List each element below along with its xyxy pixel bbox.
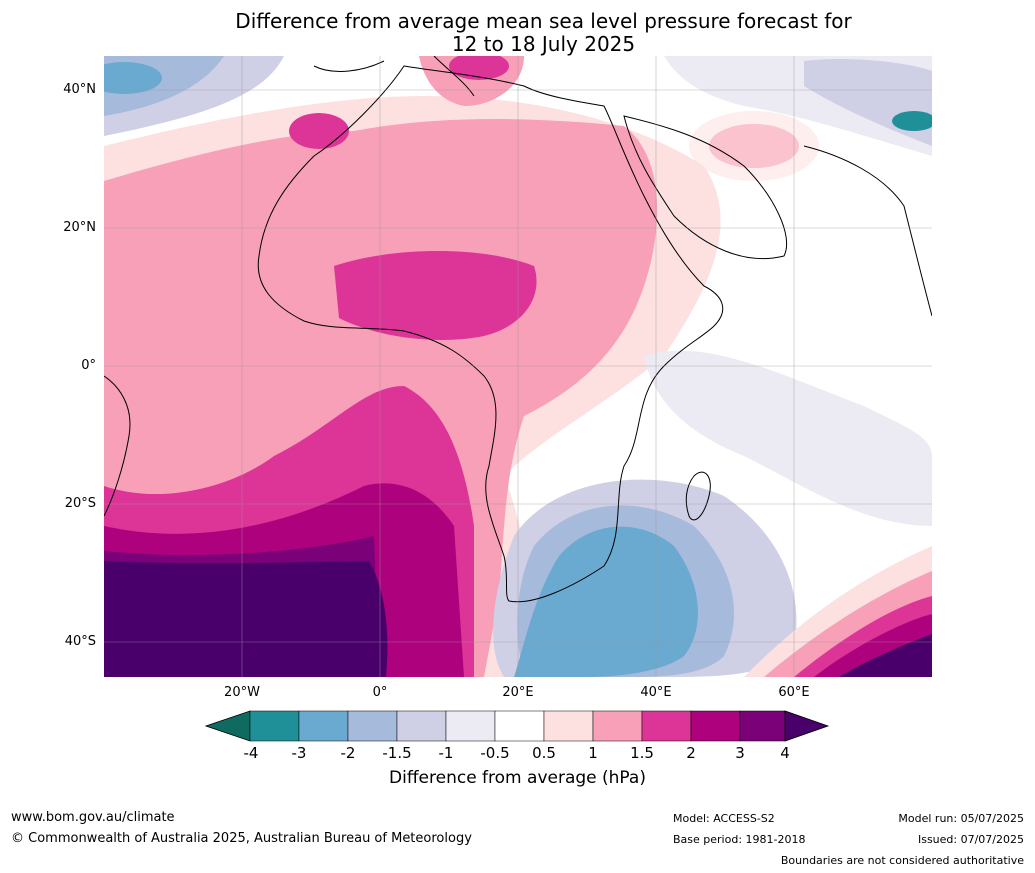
lon-label-60e: 60°E <box>778 685 810 700</box>
anomaly-region-south-africa-neg3 <box>514 526 698 677</box>
colorbar-swatch-n4-n3 <box>249 710 300 742</box>
footer-website: www.bom.gov.au/climate <box>11 810 175 825</box>
coastline-madagascar <box>685 471 711 521</box>
colorbar-tick-p15: 1.5 <box>630 744 654 762</box>
colorbar-tick-p3: 3 <box>735 744 745 762</box>
coastline-africa <box>257 65 724 603</box>
colorbar-swatch-p05-p1 <box>543 710 594 742</box>
lat-label-0: 0° <box>81 358 96 373</box>
colorbar-extend-max <box>784 710 830 742</box>
colorbar-tick-n05: -0.5 <box>480 744 510 762</box>
footer-model: Model: ACCESS-S2 <box>673 812 775 825</box>
colorbar-tick-n1: -1 <box>438 744 454 762</box>
lat-label-20s: 20°S <box>64 496 96 511</box>
anomaly-blob-nw <box>289 113 349 149</box>
colorbar-tick-n3: -3 <box>291 744 307 762</box>
colorbar-swatch-p15-p2 <box>641 710 692 742</box>
lon-label-20e: 20°E <box>502 685 534 700</box>
lat-label-20n: 20°N <box>63 220 96 235</box>
colorbar-tick-p4: 4 <box>780 744 790 762</box>
coastline-south-america <box>104 375 131 517</box>
footer-model-run: Model run: 05/07/2025 <box>898 812 1024 825</box>
colorbar-swatch-n1-n05 <box>445 710 496 742</box>
anomaly-region-dark-purple <box>104 561 388 677</box>
lon-label-40e: 40°E <box>640 685 672 700</box>
anomaly-blob-asia <box>892 111 932 131</box>
footer-issued: Issued: 07/07/2025 <box>917 833 1024 846</box>
colorbar-swatch-n3-n2 <box>298 710 349 742</box>
map-title-line2: 12 to 18 July 2025 <box>451 32 636 56</box>
anomaly-region-magenta-africa <box>334 251 537 340</box>
anomaly-region-se-pos5 <box>839 634 932 677</box>
colorbar-swatch-n2-n15 <box>347 710 398 742</box>
anomaly-blob-italy <box>449 56 509 80</box>
colorbar-swatch-p3-p4 <box>739 710 786 742</box>
colorbar-label: Difference from average (hPa) <box>389 768 646 788</box>
footer-copyright: © Commonwealth of Australia 2025, Austra… <box>11 831 472 846</box>
colorbar-swatch-neutral <box>494 710 545 742</box>
colorbar-extend-min <box>205 710 251 742</box>
lat-label-40n: 40°N <box>63 82 96 97</box>
colorbar-tick-n2: -2 <box>340 744 356 762</box>
colorbar-tick-n15: -1.5 <box>382 744 412 762</box>
anomaly-region-indian-ocean <box>644 350 932 526</box>
lat-label-40s: 40°S <box>64 634 96 649</box>
anomaly-blob-arabia-pale <box>689 111 819 181</box>
colorbar <box>205 710 830 742</box>
colorbar-tick-p2: 2 <box>686 744 696 762</box>
lon-label-0: 0° <box>372 685 388 700</box>
coastline-europe <box>313 56 475 97</box>
pressure-anomaly-map <box>104 56 932 677</box>
coastline-arabia <box>623 115 788 260</box>
colorbar-swatch-p2-p3 <box>690 710 741 742</box>
graticule <box>104 56 932 677</box>
lon-label-20w: 20°W <box>224 685 260 700</box>
colorbar-tick-p1: 1 <box>588 744 598 762</box>
footer-base-period: Base period: 1981-2018 <box>673 833 806 846</box>
footer-disclaimer: Boundaries are not considered authoritat… <box>780 854 1024 867</box>
anomaly-blob-nw-blue <box>104 62 162 94</box>
colorbar-tick-n4: -4 <box>243 744 259 762</box>
colorbar-swatch-n15-n1 <box>396 710 447 742</box>
colorbar-swatch-p1-p15 <box>592 710 643 742</box>
coastline-india <box>803 145 932 317</box>
colorbar-tick-p05: 0.5 <box>532 744 556 762</box>
map-title-line1: Difference from average mean sea level p… <box>235 9 852 33</box>
